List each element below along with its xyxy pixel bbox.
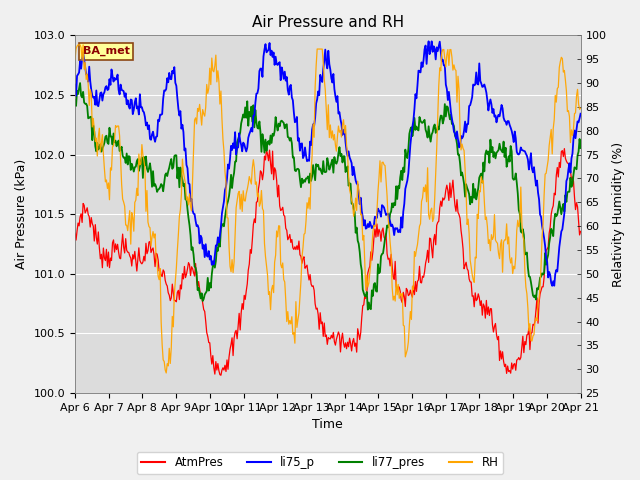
Text: BA_met: BA_met (83, 46, 129, 56)
Title: Air Pressure and RH: Air Pressure and RH (252, 15, 404, 30)
Legend: AtmPres, li75_p, li77_pres, RH: AtmPres, li75_p, li77_pres, RH (137, 452, 503, 474)
X-axis label: Time: Time (312, 419, 343, 432)
Y-axis label: Air Pressure (kPa): Air Pressure (kPa) (15, 159, 28, 269)
Y-axis label: Relativity Humidity (%): Relativity Humidity (%) (612, 142, 625, 287)
